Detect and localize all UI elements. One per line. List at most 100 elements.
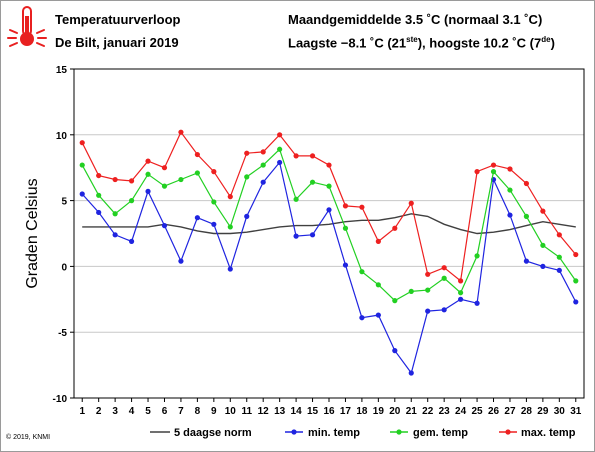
x-tick-label: 13 — [274, 406, 286, 417]
data-point-gem — [523, 213, 530, 219]
y-tick-label: 10 — [56, 131, 68, 142]
x-tick-label: 28 — [521, 406, 533, 417]
data-point-max — [178, 129, 184, 135]
plot-area — [73, 68, 585, 399]
data-point-max — [128, 178, 135, 184]
data-point-gem — [458, 290, 464, 296]
data-point-max — [392, 225, 398, 231]
data-point-max — [194, 151, 200, 158]
data-point-max — [425, 271, 431, 277]
x-tick-label: 11 — [241, 406, 252, 417]
data-point-gem — [408, 288, 414, 295]
x-tick-label: 16 — [323, 406, 335, 417]
data-point-gem — [161, 183, 168, 189]
data-point-max — [375, 238, 381, 244]
y-tick-label: -5 — [58, 328, 67, 339]
data-point-gem — [507, 187, 513, 193]
data-point-max — [260, 149, 266, 155]
x-tick-label: 17 — [340, 406, 352, 417]
data-point-gem — [178, 176, 184, 183]
x-tick-label: 2 — [96, 406, 102, 417]
x-tick-label: 1 — [79, 406, 85, 417]
x-tick-label: 29 — [537, 406, 549, 417]
data-point-min — [540, 263, 546, 269]
data-point-max — [490, 162, 497, 168]
x-tick-label: 5 — [145, 406, 151, 417]
copyright-text: © 2019, KNMI — [6, 434, 51, 441]
data-point-max — [458, 278, 464, 284]
data-point-min — [194, 215, 200, 221]
series-line-min — [81, 161, 577, 375]
series-line-norm — [82, 213, 576, 235]
data-point-min — [342, 262, 349, 268]
data-point-gem — [194, 170, 200, 176]
data-point-max — [227, 194, 233, 200]
y-tick-label: -10 — [53, 394, 68, 405]
data-point-gem — [244, 174, 250, 180]
data-point-gem — [227, 224, 233, 230]
x-tick-label: 7 — [178, 406, 184, 417]
x-tick-label: 12 — [258, 406, 270, 417]
data-point-min — [178, 258, 184, 264]
data-point-min — [458, 296, 464, 302]
x-tick-label: 19 — [373, 406, 385, 417]
x-tick-label: 18 — [356, 406, 368, 417]
x-tick-label: 22 — [422, 406, 434, 417]
data-point-min — [523, 258, 530, 264]
data-point-min — [408, 370, 414, 376]
data-point-max — [96, 172, 102, 179]
data-point-max — [359, 204, 365, 210]
legend-marker-gem — [396, 429, 402, 435]
x-tick-label: 4 — [129, 406, 135, 417]
data-point-min — [260, 179, 266, 185]
data-point-max — [161, 165, 168, 171]
x-tick-label: 24 — [455, 406, 467, 417]
data-point-gem — [211, 199, 217, 205]
data-point-max — [540, 208, 546, 214]
x-tick-label: 23 — [439, 406, 451, 417]
series-line-max — [81, 131, 577, 283]
data-point-min — [128, 238, 135, 244]
y-tick-label: 15 — [56, 65, 68, 76]
y-tick-label: 5 — [61, 197, 67, 208]
data-point-min — [507, 212, 513, 218]
data-point-gem — [490, 169, 497, 175]
data-point-max — [507, 166, 513, 172]
data-point-max — [441, 265, 447, 271]
y-axis-label: Graden Celsius — [24, 178, 41, 288]
data-point-min — [392, 348, 398, 354]
data-point-gem — [359, 269, 365, 275]
data-point-max — [342, 203, 349, 209]
data-point-gem — [260, 162, 266, 168]
data-point-min — [227, 266, 233, 272]
x-tick-label: 3 — [112, 406, 118, 417]
data-point-gem — [79, 162, 85, 168]
data-point-max — [309, 153, 316, 159]
data-point-gem — [556, 254, 562, 260]
data-point-max — [244, 150, 250, 156]
legend-label-max: max. temp — [521, 427, 576, 439]
x-tick-label: 9 — [211, 406, 217, 417]
data-point-min — [112, 232, 118, 238]
data-point-gem — [392, 298, 398, 304]
data-point-max — [556, 232, 562, 238]
data-point-gem — [326, 183, 332, 189]
data-point-min — [359, 315, 365, 321]
legend-label-min: min. temp — [308, 427, 360, 439]
data-point-gem — [293, 196, 299, 202]
data-point-gem — [309, 179, 316, 185]
data-point-gem — [96, 192, 102, 198]
data-point-gem — [425, 287, 431, 293]
chart-subtitle: De Bilt, januari 2019 — [55, 35, 179, 50]
x-tick-label: 25 — [472, 406, 484, 417]
legend-marker-max — [505, 429, 511, 435]
x-tick-label: 8 — [195, 406, 201, 417]
data-point-max — [112, 176, 118, 183]
x-tick-label: 31 — [570, 406, 582, 417]
x-tick-label: 20 — [389, 406, 401, 417]
data-point-min — [309, 232, 316, 238]
legend-marker-min — [291, 429, 297, 435]
data-point-gem — [342, 225, 349, 231]
data-point-min — [145, 188, 151, 194]
data-point-max — [474, 169, 480, 175]
